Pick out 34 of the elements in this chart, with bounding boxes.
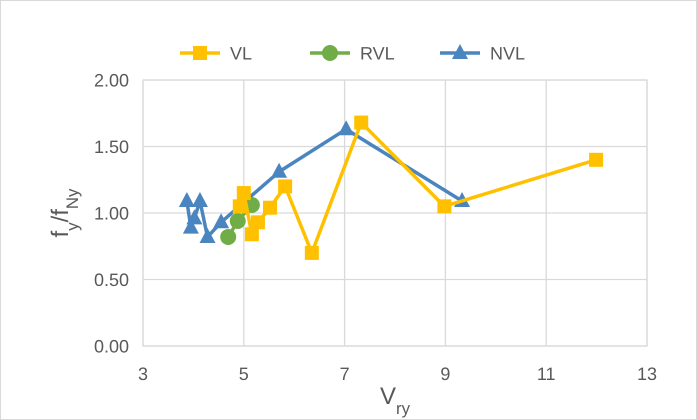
point <box>186 209 202 224</box>
point <box>250 215 265 230</box>
y-tick-label: 2.00 <box>94 70 129 90</box>
legend-label: VL <box>230 43 252 64</box>
point <box>232 199 247 214</box>
y-tick-label: 0.50 <box>94 270 129 290</box>
point <box>589 152 604 167</box>
y-tick-label: 1.50 <box>94 136 129 157</box>
point <box>236 186 251 200</box>
x-tick-label: 5 <box>238 364 249 384</box>
point <box>304 246 319 260</box>
x-tick-label: 7 <box>340 364 350 384</box>
legend-label: RVL <box>360 43 395 64</box>
point <box>354 116 368 130</box>
point <box>213 213 230 228</box>
point <box>200 228 216 243</box>
x-axis-title: V$_{ry}$ <box>380 383 411 418</box>
x-tick-label: 9 <box>440 364 450 384</box>
legend-label: NVL <box>490 43 526 64</box>
point <box>220 228 236 245</box>
point <box>338 120 354 136</box>
point <box>178 192 195 208</box>
y-tick-label: 1.00 <box>94 203 129 224</box>
y-tick-label: 0.00 <box>94 336 129 356</box>
x-tick-label: 3 <box>138 364 148 384</box>
point <box>230 212 246 229</box>
point <box>263 200 278 215</box>
point <box>278 179 292 194</box>
x-tick-label: 13 <box>636 364 658 384</box>
point <box>271 162 288 178</box>
point <box>437 199 452 214</box>
x-tick-label: 11 <box>536 364 556 384</box>
point <box>244 227 259 242</box>
point <box>192 192 208 208</box>
